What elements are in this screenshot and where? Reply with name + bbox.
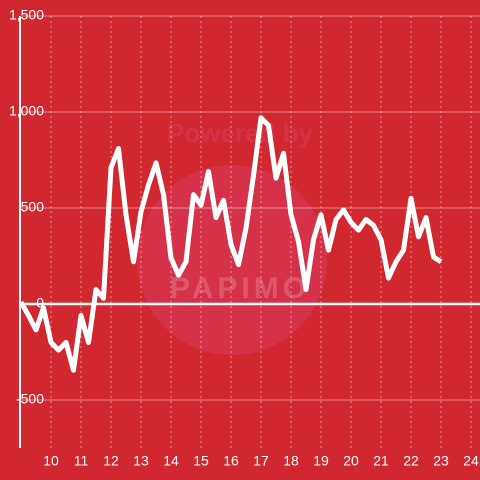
x-tick-label: 15 — [193, 453, 209, 469]
x-tick-label: 16 — [223, 453, 239, 469]
x-tick-label: 13 — [133, 453, 149, 469]
x-tick-label: 24 — [463, 453, 479, 469]
x-tick-label: 10 — [43, 453, 59, 469]
y-tick-label: 500 — [21, 199, 45, 215]
watermark-logo — [137, 165, 327, 355]
x-tick-label: 20 — [343, 453, 359, 469]
y-tick-label: 1,500 — [9, 7, 44, 23]
y-tick-label: -500 — [16, 391, 44, 407]
y-tick-label: 0 — [36, 295, 44, 311]
y-tick-label: 1,000 — [9, 103, 44, 119]
x-tick-label: 23 — [433, 453, 449, 469]
x-tick-label: 14 — [163, 453, 179, 469]
data-line — [18, 115, 443, 373]
x-tick-label: 19 — [313, 453, 329, 469]
x-tick-label: 12 — [103, 453, 119, 469]
x-tick-label: 22 — [403, 453, 419, 469]
x-tick-label: 18 — [283, 453, 299, 469]
x-tick-label: 21 — [373, 453, 389, 469]
watermark: Powered by — [167, 118, 313, 148]
watermark: PAPIMO — [170, 272, 310, 305]
x-tick-label: 11 — [74, 453, 89, 469]
x-tick-label: 17 — [253, 453, 269, 469]
